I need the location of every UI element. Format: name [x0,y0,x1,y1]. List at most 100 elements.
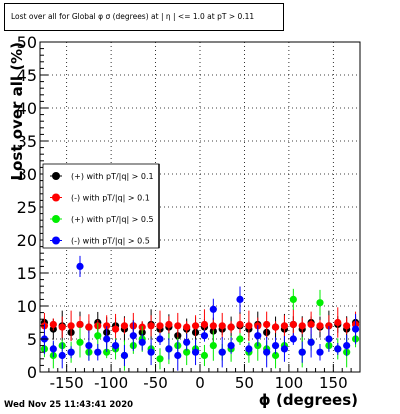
data-point [298,348,306,356]
y-tick-label: 35 [17,132,37,151]
legend-entry-label: (-) with pT/|q| > 0.1 [71,194,150,203]
data-point [316,299,324,307]
grid [40,42,360,372]
data-point [103,335,111,343]
legend-box [42,163,160,249]
x-tick-label: -100 [94,374,128,392]
data-point [325,322,333,330]
data-point [209,322,217,330]
data-point [94,332,102,340]
data-point [236,295,244,303]
data-point [156,355,164,363]
data-point [289,295,297,303]
data-point [111,342,120,350]
y-tick-label: 0 [27,363,37,382]
y-tick-label: 25 [17,198,37,217]
data-point [343,322,351,330]
legend-entry-label: (+) with pT/|q| > 0.1 [71,172,154,181]
data-point [209,342,217,350]
legend-marker [52,215,60,223]
data-point [147,348,155,356]
data-point [103,322,111,330]
data-point [263,320,271,329]
legend: (+) with pT/|q| > 0.1 (-) with pT/|q| > 0… [42,163,160,249]
x-tick-label: -50 [143,374,168,392]
y-tick-label: 45 [17,66,37,85]
data-point [254,332,262,340]
data-point [200,320,209,329]
data-point [174,322,182,330]
footer-timestamp: Wed Nov 25 11:43:41 2020 [4,400,134,410]
data-point [236,335,244,343]
data-point [289,320,297,329]
data-point [76,338,84,346]
y-tick-label: 15 [17,264,37,283]
data-point [156,322,164,330]
data-point [271,351,280,360]
data-point [307,338,315,346]
data-point [58,323,66,331]
legend-entry-label: (+) with pT/|q| > 0.5 [71,215,154,224]
data-point [191,348,200,356]
data-point [165,345,173,353]
chart-title-box: Lost over all for Global φ σ (degrees) a… [4,3,284,31]
data-point [325,335,333,343]
data-point [111,325,120,333]
data-point [334,318,342,327]
data-point [227,323,235,331]
data-point [218,322,226,330]
data-point [334,345,342,353]
data-point [76,262,84,270]
series-3 [40,255,360,371]
x-axis-label: ϕ (degrees) [259,391,358,409]
data-point [245,322,253,330]
x-tick-label: 0 [195,374,205,392]
chart-title: Lost over all for Global φ σ (degrees) a… [11,12,255,21]
data-point [316,322,324,330]
x-tick-label: 100 [275,374,304,392]
legend-marker [52,172,60,180]
data-point [280,322,289,330]
data-point [280,345,289,353]
data-point [218,348,226,356]
y-tick-label: 10 [17,297,37,316]
x-tick-label: 150 [319,374,348,392]
data-point [49,320,57,329]
data-point [263,348,271,356]
data-point [76,320,84,329]
data-point [200,351,209,360]
data-point [165,320,173,329]
data-point [289,335,297,343]
legend-entry-label: (-) with pT/|q| > 0.5 [71,237,150,246]
data-point [183,348,191,356]
data-point [67,322,75,330]
y-axis-label: Lost over all (%) [8,42,26,180]
legend-marker [52,236,60,245]
data-point [227,342,235,350]
data-point [129,332,137,340]
data-point [94,348,102,356]
data-point [271,342,280,350]
data-point [271,323,280,331]
data-point [351,325,360,333]
data-point [156,335,164,343]
data-point [49,345,57,353]
data-point [183,338,191,346]
x-tick-label: -150 [50,374,84,392]
data-point [236,320,244,329]
data-point [147,322,155,330]
data-point [245,345,253,353]
data-point [120,351,129,360]
data-point [138,338,146,346]
data-point [85,323,93,331]
data-point [298,322,306,330]
data-point [174,351,182,360]
data-point [343,342,351,350]
x-tick-label: 50 [235,374,254,392]
legend-marker [52,193,60,202]
data-point [85,342,93,350]
data-point [209,305,217,313]
data-point [67,348,75,356]
data-point [200,332,209,340]
y-tick-label: 5 [27,330,37,349]
